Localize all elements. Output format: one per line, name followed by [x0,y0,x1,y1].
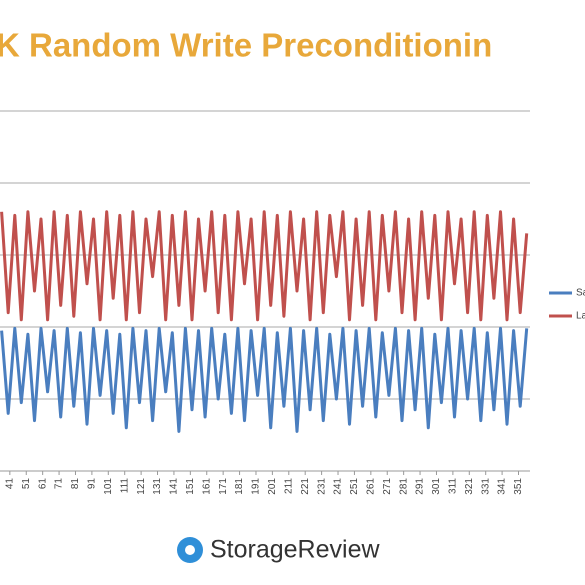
x-tick-label: 71 [54,478,65,490]
x-tick-label: 271 [382,478,393,495]
x-tick-label: 301 [431,478,442,495]
x-tick-label: 51 [21,478,32,490]
x-tick-label: 101 [103,478,114,495]
x-tick-label: 231 [316,478,327,495]
x-tick-label: 171 [218,478,229,495]
x-tick-label: 261 [365,478,376,495]
x-tick-label: 81 [70,478,81,490]
x-tick-label: 181 [234,478,245,495]
x-tick-label: 281 [398,478,409,495]
x-tick-label: 211 [283,478,294,494]
x-tick-label: 331 [480,478,491,495]
legend-label: Sa [576,288,585,299]
x-tick-label: 131 [152,478,163,495]
x-tick-label: 221 [300,478,311,495]
x-tick-label: 251 [349,478,360,495]
x-tick-label: 41 [4,478,15,490]
x-tick-label: 121 [136,478,147,495]
legend-label: La [576,311,585,322]
series-line [0,210,529,322]
logo-icon-hole [185,545,195,555]
x-tick-label: 191 [251,478,262,495]
chart-title: K Random Write Preconditionin [0,27,492,64]
x-tick-label: 151 [185,478,196,495]
x-tick-label: 341 [497,478,508,495]
x-tick-label: 291 [415,478,426,495]
x-tick-label: 321 [464,478,475,495]
x-tick-label: 91 [87,478,98,490]
x-tick-label: 111 [119,478,130,494]
x-tick-label: 161 [201,478,212,495]
series-line [0,326,529,433]
x-tick-label: 61 [37,478,48,490]
x-tick-label: 201 [267,478,278,495]
x-tick-label: 241 [333,478,344,495]
logo-text: StorageReview [210,536,380,564]
x-tick-label: 311 [448,478,459,494]
x-tick-label: 351 [513,478,524,495]
x-tick-label: 141 [169,478,180,495]
logo: StorageReview [177,536,380,564]
